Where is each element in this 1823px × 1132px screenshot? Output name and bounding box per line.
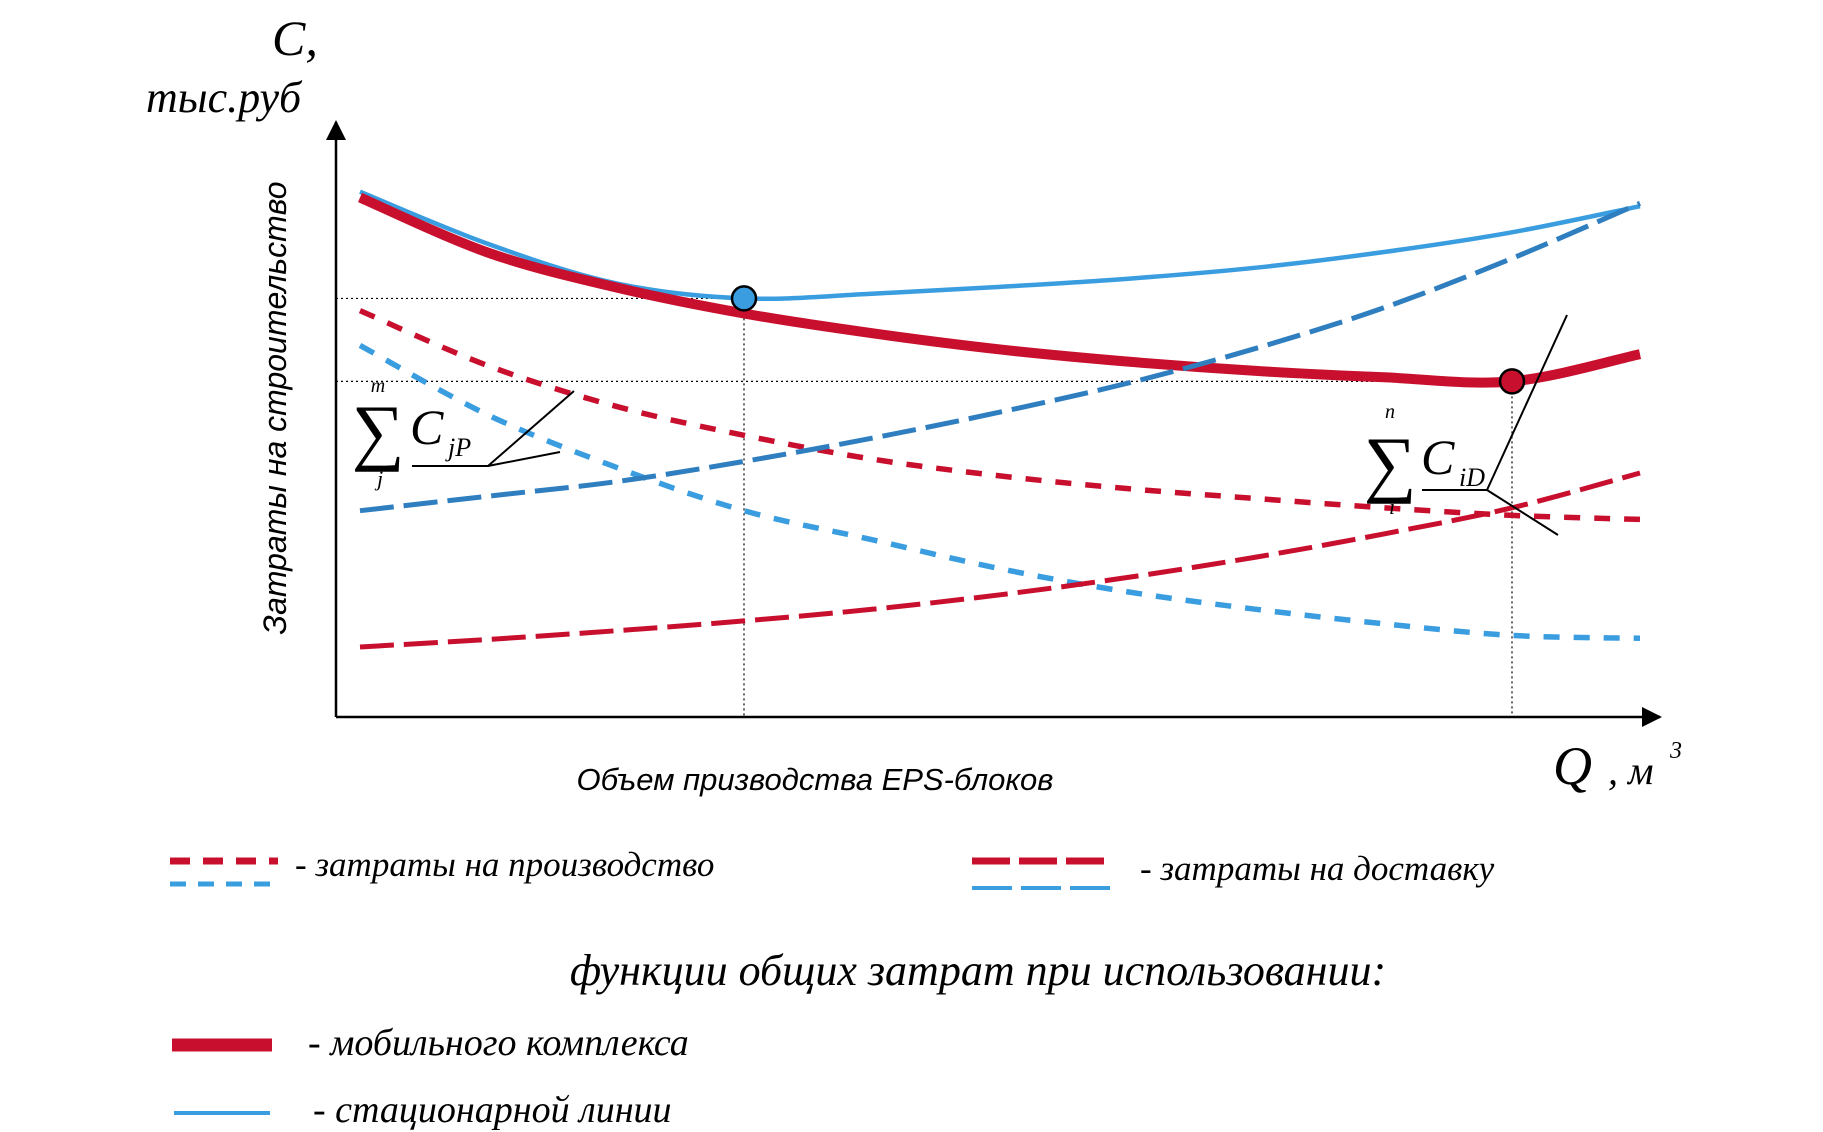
optimum-points bbox=[730, 285, 1526, 395]
optimum-point-mobile bbox=[1498, 368, 1526, 395]
legend-mobile-label: - мобильного комплекса bbox=[308, 1022, 689, 1064]
x-axis-label: Объем призводства EPS-блоков bbox=[577, 762, 1054, 797]
x-axis-unit: , м bbox=[1608, 748, 1654, 793]
series-delivery_mobile bbox=[359, 470, 1641, 650]
legend-production-label: - затраты на производство bbox=[295, 845, 714, 884]
sum-p-sub: jP bbox=[445, 433, 471, 462]
sum-production-annotation: m ∑ j C jP bbox=[352, 375, 575, 491]
guide-lines bbox=[336, 297, 1513, 717]
sum-d-sub: iD bbox=[1459, 463, 1485, 492]
sum-d-leader-2 bbox=[1486, 489, 1559, 536]
sum-d-sigma: ∑ bbox=[1364, 423, 1417, 505]
legend-heading: функции общих затрат при использовании: bbox=[570, 946, 1386, 995]
sum-d-upper: n bbox=[1385, 401, 1395, 423]
series-delivery_stationary bbox=[359, 201, 1641, 514]
sum-p-sigma: ∑ bbox=[352, 391, 405, 473]
series-total_mobile bbox=[358, 192, 1642, 388]
x-axis-symbol: Q bbox=[1553, 736, 1592, 796]
sum-p-term: C bbox=[410, 399, 444, 455]
sum-delivery-annotation: n ∑ i C iD bbox=[1364, 314, 1568, 536]
y-axis-symbol: C, bbox=[272, 10, 318, 66]
sum-p-lower: j bbox=[374, 466, 383, 491]
legend-stationary-label: - стационарной линии bbox=[313, 1089, 672, 1131]
sum-d-term: C bbox=[1421, 429, 1455, 485]
optimum-point-stationary bbox=[730, 285, 758, 312]
legend: - затраты на производство - затраты на д… bbox=[170, 845, 1495, 1131]
y-axis-unit: тыс.руб bbox=[146, 73, 303, 122]
sum-p-upper: m bbox=[371, 375, 385, 397]
y-axis-label: Затраты на строительство bbox=[257, 181, 293, 634]
series-group bbox=[358, 189, 1642, 650]
series-production_mobile bbox=[358, 308, 1641, 523]
sum-d-lower: i bbox=[1389, 494, 1395, 519]
sum-p-leader-2 bbox=[487, 451, 561, 467]
legend-delivery-label: - затраты на доставку bbox=[1140, 849, 1495, 888]
x-axis-unit-superscript: 3 bbox=[1669, 738, 1682, 764]
